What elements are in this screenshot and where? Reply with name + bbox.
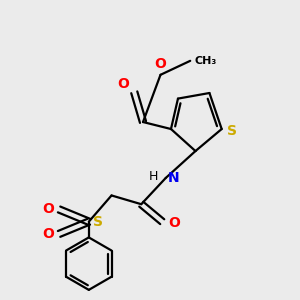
Text: S: S: [227, 124, 237, 138]
Text: N: N: [167, 171, 179, 185]
Text: S: S: [93, 215, 103, 229]
Text: H: H: [149, 170, 158, 183]
Text: O: O: [42, 202, 54, 216]
Text: O: O: [42, 227, 54, 241]
Text: O: O: [117, 76, 129, 91]
Text: O: O: [154, 57, 166, 70]
Text: CH₃: CH₃: [194, 56, 217, 66]
Text: O: O: [169, 216, 180, 230]
